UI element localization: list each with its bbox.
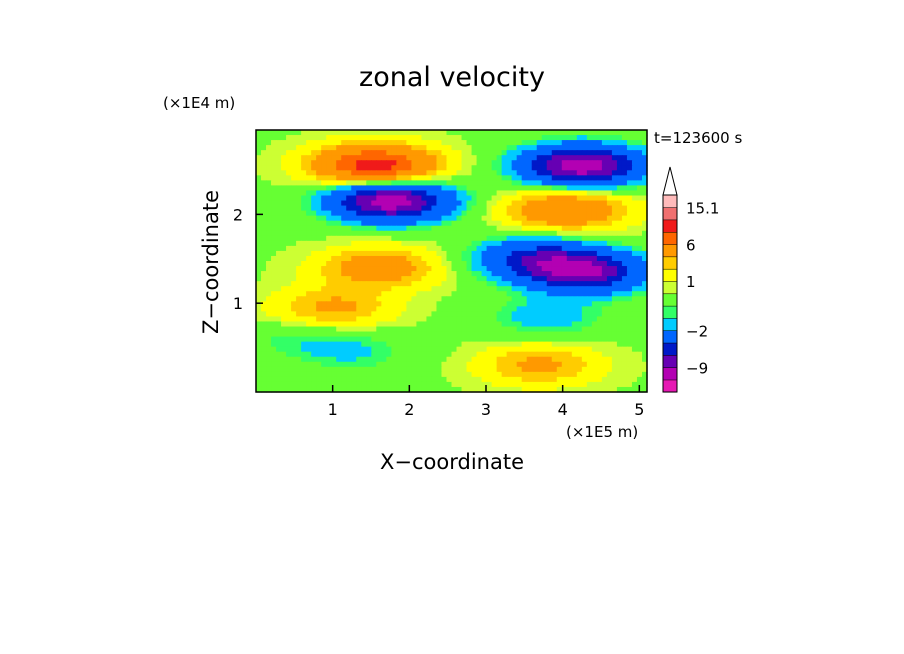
colorbar-swatch bbox=[662, 219, 678, 233]
colorbar-swatch bbox=[662, 231, 678, 245]
colorbar-tick-label: −2 bbox=[686, 322, 708, 340]
x-tick-label: 1 bbox=[328, 400, 338, 419]
colorbar-swatch bbox=[662, 317, 678, 331]
colorbar-swatch bbox=[662, 293, 678, 307]
colorbar-tick-label: 15.1 bbox=[686, 199, 719, 217]
y-axis: 12 bbox=[233, 205, 263, 313]
colorbar-swatch bbox=[662, 379, 678, 393]
colorbar-swatch bbox=[662, 330, 678, 344]
plot-frame bbox=[255, 129, 648, 393]
colorbar-frame bbox=[662, 194, 678, 393]
colorbar-swatch bbox=[662, 367, 678, 381]
time-label: t=123600 s bbox=[654, 129, 742, 147]
x-axis-label: X−coordinate bbox=[380, 450, 524, 474]
x-tick-label: 5 bbox=[634, 400, 644, 419]
colorbar: 15.1 6 1 −2 −9 bbox=[662, 166, 719, 393]
x-tick-label: 4 bbox=[558, 400, 568, 419]
velocity-field bbox=[256, 130, 648, 393]
colorbar-extend-arrow bbox=[662, 166, 678, 196]
colorbar-tick-label: 1 bbox=[686, 273, 696, 291]
colorbar-tick-label: 6 bbox=[686, 236, 696, 254]
chart-title: zonal velocity bbox=[359, 62, 545, 93]
colorbar-swatch bbox=[662, 194, 678, 208]
colorbar-tick-label: −9 bbox=[686, 359, 708, 377]
y-unit-label: (×1E4 m) bbox=[163, 94, 235, 112]
x-tick-label: 3 bbox=[481, 400, 491, 419]
y-tick-label: 1 bbox=[233, 294, 243, 313]
y-axis-label: Z−coordinate bbox=[199, 190, 223, 334]
colorbar-swatch bbox=[662, 207, 678, 221]
colorbar-swatch bbox=[662, 305, 678, 319]
x-unit-label: (×1E5 m) bbox=[566, 423, 638, 441]
colorbar-swatch bbox=[662, 354, 678, 368]
colorbar-swatch bbox=[662, 280, 678, 295]
colorbar-swatch bbox=[662, 256, 678, 270]
x-axis: 1 2 3 4 5 bbox=[328, 385, 644, 419]
colorbar-swatch bbox=[662, 244, 678, 258]
colorbar-swatch bbox=[662, 268, 678, 282]
colorbar-swatch bbox=[662, 342, 678, 356]
x-tick-label: 2 bbox=[404, 400, 414, 419]
y-tick-label: 2 bbox=[233, 205, 243, 224]
